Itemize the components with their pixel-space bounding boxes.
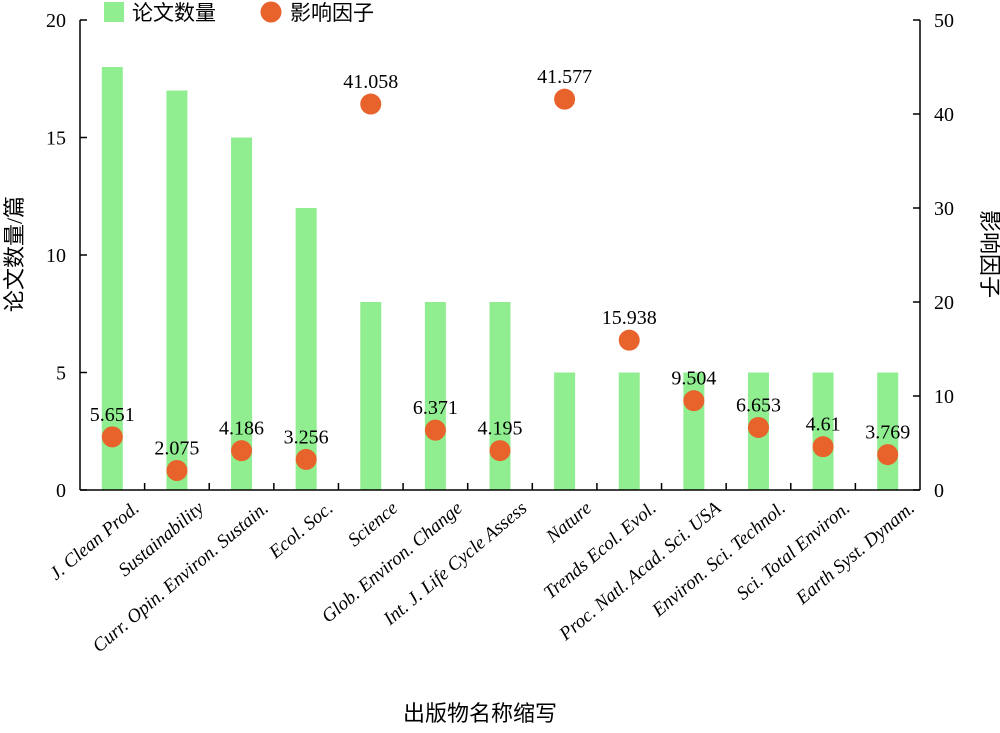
y2-tick-label: 50 <box>934 10 954 32</box>
x-tick-label: Science <box>344 498 402 551</box>
bar-1 <box>166 90 188 490</box>
y-tick-label: 0 <box>56 480 66 502</box>
point-6 <box>489 440 511 462</box>
y2-tick-label: 10 <box>934 386 954 408</box>
data-label: 41.058 <box>343 71 398 93</box>
point-1 <box>166 459 188 481</box>
data-label: 6.371 <box>413 397 458 419</box>
data-label: 3.256 <box>284 426 329 448</box>
bar-5 <box>424 302 446 490</box>
x-axis-title: 出版物名称缩写 <box>403 701 557 726</box>
point-8 <box>618 329 640 351</box>
legend: 论文数量 影响因子 <box>104 1 374 25</box>
point-5 <box>424 419 446 441</box>
y-tick-label: 20 <box>46 10 66 32</box>
y2-tick-label: 20 <box>934 292 954 314</box>
bar-7 <box>554 372 576 490</box>
point-2 <box>231 440 253 462</box>
x-tick-label: Ecol. Soc. <box>264 498 337 564</box>
point-7 <box>554 88 576 110</box>
data-label: 15.938 <box>602 307 657 329</box>
x-tick-label: Nature <box>542 498 596 548</box>
y-axis-title: 论文数量/篇 <box>2 196 27 312</box>
data-label: 5.651 <box>90 404 135 426</box>
bar-2 <box>231 137 253 490</box>
data-label: 3.769 <box>865 422 910 444</box>
x-tick-label: Earth Syst. Dynam. <box>791 498 918 610</box>
bar-0 <box>101 67 123 490</box>
y2-tick-label: 0 <box>934 480 944 502</box>
point-4 <box>360 93 382 115</box>
point-0 <box>101 426 123 448</box>
point-9 <box>683 390 705 412</box>
point-3 <box>295 448 317 470</box>
y-tick-label: 5 <box>56 363 66 385</box>
axis-titles: 出版物名称缩写 论文数量/篇 影响因子 <box>2 196 1000 726</box>
legend-bar-swatch <box>104 2 124 22</box>
y-tick-label: 15 <box>46 128 66 150</box>
point-series <box>101 88 899 481</box>
data-label: 4.61 <box>806 414 841 436</box>
y2-tick-label: 40 <box>934 104 954 126</box>
data-label: 4.186 <box>219 418 264 440</box>
legend-point-swatch <box>260 1 282 23</box>
bar-9 <box>683 372 705 490</box>
bar-4 <box>360 302 382 490</box>
x-tick-label: Sci. Total Environ. <box>733 498 855 605</box>
bar-11 <box>812 372 834 490</box>
bar-8 <box>618 372 640 490</box>
y2-axis-title: 影响因子 <box>977 210 1000 298</box>
data-label: 4.195 <box>478 418 523 440</box>
data-labels: 5.651 2.075 4.186 3.256 41.058 6.371 4.195 41.5… <box>90 66 910 459</box>
point-11 <box>812 436 834 458</box>
data-label: 6.653 <box>736 394 781 416</box>
data-label: 41.577 <box>537 66 592 88</box>
x-tick-label: Trends Ecol. Evol. <box>540 498 660 604</box>
y-tick-label: 10 <box>46 245 66 267</box>
point-10 <box>747 416 769 438</box>
data-label: 9.504 <box>671 368 716 390</box>
legend-bar-label: 论文数量 <box>132 1 216 25</box>
bar-6 <box>489 302 511 490</box>
bar-3 <box>295 208 317 490</box>
legend-point-label: 影响因子 <box>290 1 374 25</box>
y2-tick-label: 30 <box>934 198 954 220</box>
data-label: 2.075 <box>154 437 199 459</box>
point-12 <box>877 444 899 466</box>
